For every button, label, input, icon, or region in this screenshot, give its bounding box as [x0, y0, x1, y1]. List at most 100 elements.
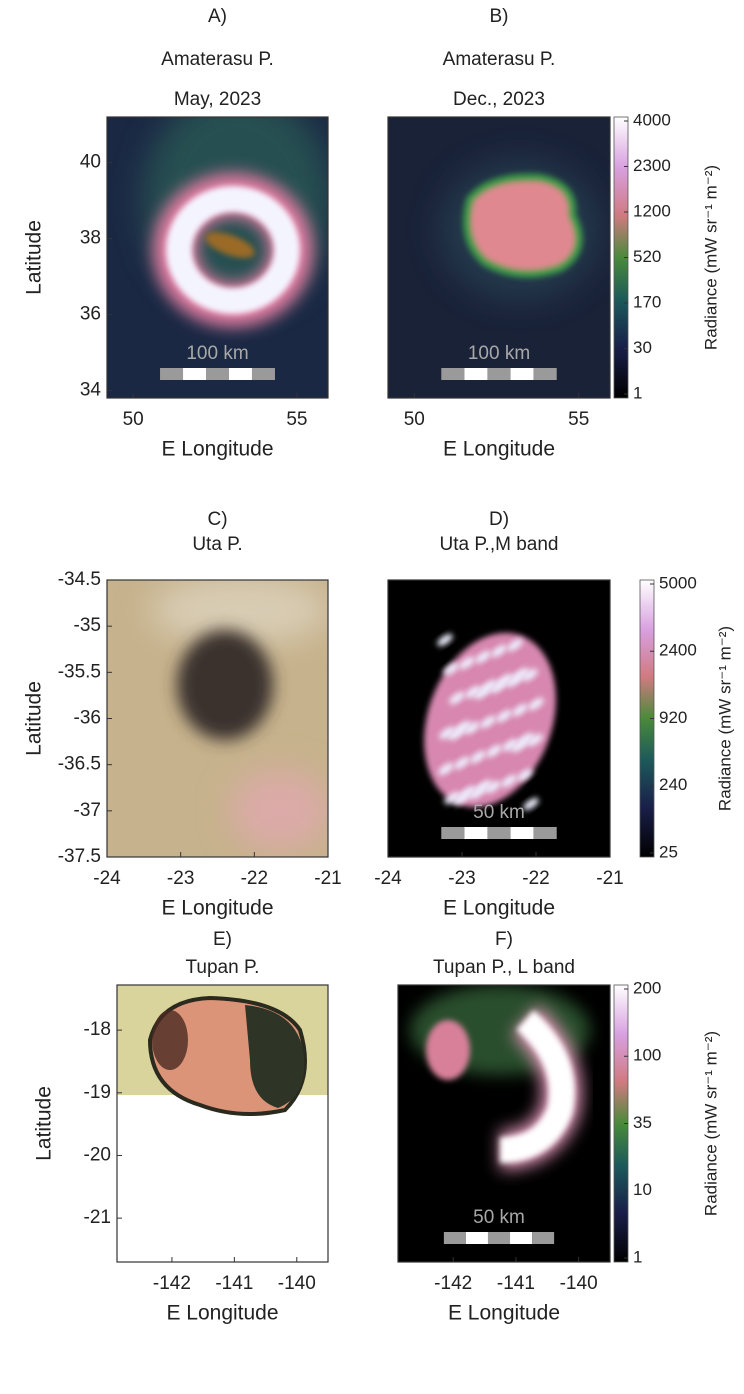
- scale-bar-segment: [488, 1232, 510, 1244]
- x-tick-label: 50: [404, 409, 425, 430]
- panel-label: D): [489, 509, 509, 530]
- y-tick-label: 34: [80, 379, 102, 400]
- y-tick-label: -35: [74, 615, 101, 636]
- panel-label: C): [207, 509, 227, 530]
- y-tick-label: 36: [80, 303, 101, 324]
- scale-bar-segment: [252, 368, 275, 380]
- y-tick-label: -20: [84, 1144, 111, 1165]
- scale-bar-segment: [510, 1232, 532, 1244]
- colorbar-tick-label: 10: [633, 1180, 652, 1199]
- x-axis-label: E Longitude: [161, 438, 273, 461]
- x-tick-label: -141: [215, 1273, 253, 1294]
- x-axis-label: E Longitude: [443, 897, 555, 920]
- x-tick-label: -140: [278, 1273, 316, 1294]
- y-tick-label: -19: [84, 1082, 111, 1103]
- colorbar-tick-label: 520: [633, 247, 661, 266]
- x-tick-label: -140: [560, 1273, 598, 1294]
- x-tick-label: -142: [434, 1273, 472, 1294]
- scale-bar-segment: [466, 1232, 488, 1244]
- x-tick-label: -21: [314, 868, 341, 889]
- x-tick-label: -23: [167, 868, 194, 889]
- scale-bar-segment: [487, 827, 510, 839]
- y-tick-label: -37.5: [58, 846, 101, 867]
- x-tick-label: 50: [123, 409, 144, 430]
- scale-bar-label: 100 km: [468, 343, 530, 364]
- panel-label: A): [208, 6, 227, 27]
- x-axis-label: E Longitude: [166, 1302, 278, 1325]
- panel-label: E): [213, 929, 232, 950]
- dark-crust: [152, 1010, 188, 1070]
- panel-title: Amaterasu P.: [443, 49, 556, 70]
- y-tick-label: -37: [74, 800, 101, 821]
- colorbar-tick-label: 170: [633, 292, 661, 311]
- colorbar-tick-label: 30: [633, 338, 652, 357]
- pink-patch: [230, 770, 330, 850]
- image: [117, 985, 328, 1114]
- x-tick-label: -24: [374, 868, 402, 889]
- colorbar-tick-label: 1200: [633, 201, 671, 220]
- colorbar-tick-label: 2400: [659, 641, 697, 660]
- x-tick-label: -141: [497, 1273, 535, 1294]
- scale-bar-segment: [441, 368, 464, 380]
- image: [107, 575, 330, 857]
- colorbar-label: Radiance (mW sr⁻¹ m⁻²): [701, 165, 720, 350]
- scale-bar-segment: [444, 1232, 466, 1244]
- colorbar-label: Radiance (mW sr⁻¹ m⁻²): [715, 626, 734, 811]
- colorbar-tick-label: 35: [633, 1113, 652, 1132]
- x-axis-label: E Longitude: [443, 438, 555, 461]
- y-tick-label: -34.5: [58, 569, 101, 590]
- blob-edge: [467, 178, 579, 274]
- scale-bar-segment: [206, 368, 229, 380]
- x-tick-label: -22: [522, 868, 549, 889]
- x-tick-label: 55: [286, 409, 307, 430]
- colorbar-tick-label: 1: [633, 1247, 642, 1266]
- scale-bar-segment: [464, 827, 487, 839]
- scale-bar-segment: [511, 368, 534, 380]
- scale-bar-label: 50 km: [473, 1207, 525, 1228]
- scale-bar-segment: [511, 827, 534, 839]
- scale-bar-segment: [183, 368, 206, 380]
- x-axis-label: E Longitude: [448, 1302, 560, 1325]
- colorbar-tick-label: 200: [633, 978, 661, 997]
- colorbar-tick-label: 240: [659, 775, 687, 794]
- panel-title: Uta P.,M band: [439, 534, 558, 555]
- scale-bar-label: 50 km: [473, 802, 525, 823]
- colorbar-tick-label: 25: [659, 842, 678, 861]
- panel-label: B): [490, 6, 509, 27]
- y-tick-label: -18: [84, 1019, 111, 1040]
- y-axis-label: Latitude: [23, 220, 46, 295]
- y-tick-label: -21: [84, 1207, 111, 1228]
- figure: A)Amaterasu P.May, 20235055E Longitude34…: [0, 0, 744, 1394]
- scale-bar-segment: [441, 827, 464, 839]
- pink-region: [426, 1020, 470, 1080]
- scale-bar-segment: [487, 368, 510, 380]
- scale-bar-segment: [532, 1232, 554, 1244]
- y-axis-label: Latitude: [33, 1086, 56, 1161]
- x-tick-label: -23: [448, 868, 475, 889]
- colorbar-label: Radiance (mW sr⁻¹ m⁻²): [701, 1031, 720, 1216]
- dark-spot: [177, 630, 273, 740]
- y-tick-label: -36.5: [58, 754, 101, 775]
- scale-bar-segment: [534, 827, 557, 839]
- y-tick-label: 38: [80, 228, 101, 249]
- x-tick-label: -142: [153, 1273, 191, 1294]
- x-axis-label: E Longitude: [161, 897, 273, 920]
- y-axis-label: Latitude: [23, 681, 46, 756]
- colorbar-tick-label: 920: [659, 708, 687, 727]
- x-tick-label: -24: [93, 868, 121, 889]
- colorbar-tick-label: 4000: [633, 110, 671, 129]
- panel-subtitle: Dec., 2023: [453, 89, 545, 110]
- colorbar-tick-label: 100: [633, 1046, 661, 1065]
- scale-bar-segment: [160, 368, 183, 380]
- scale-bar-segment: [229, 368, 252, 380]
- x-tick-label: -22: [241, 868, 268, 889]
- panel-title: Uta P.: [192, 534, 242, 555]
- colorbar-tick-label: 5000: [659, 573, 697, 592]
- scale-bar-label: 100 km: [186, 343, 248, 364]
- panel-title: Tupan P., L band: [433, 957, 575, 978]
- scale-bar-segment: [534, 368, 557, 380]
- panel-title: Amaterasu P.: [161, 49, 274, 70]
- y-tick-label: -35.5: [58, 661, 101, 682]
- panel-label: F): [495, 929, 513, 950]
- y-tick-label: -36: [74, 708, 101, 729]
